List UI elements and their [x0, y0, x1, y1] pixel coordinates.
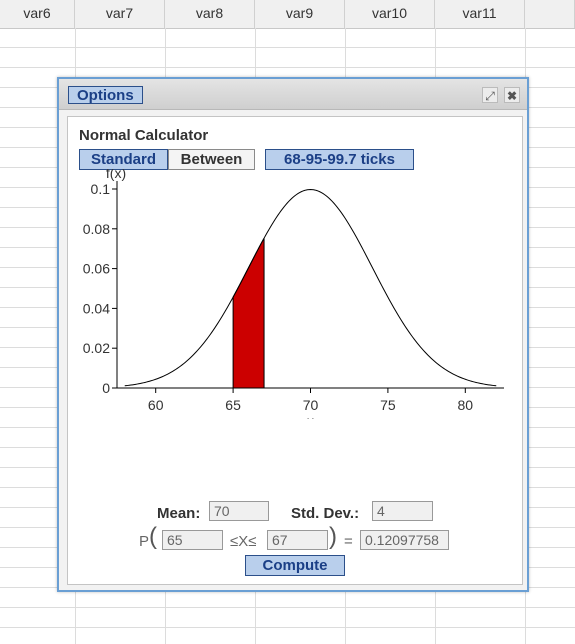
column-header[interactable]: var6: [0, 0, 75, 28]
x-tick-label: 65: [225, 397, 241, 413]
upper-bound-input[interactable]: 67: [267, 530, 328, 550]
row-gridline: [0, 607, 575, 608]
density-curve: [124, 189, 497, 387]
row-gridline: [0, 627, 575, 628]
mean-input[interactable]: 70: [209, 501, 269, 521]
column-header[interactable]: var8: [165, 0, 255, 28]
mean-label: Mean:: [157, 505, 201, 522]
normal-distribution-chart: 60 65 70 75 80 0 0.02 0.04 0.06 0.08 0.1 x f(x): [83, 169, 504, 419]
options-button[interactable]: Options: [68, 86, 143, 104]
equals-label: =: [344, 533, 353, 550]
compute-button[interactable]: Compute: [245, 555, 345, 576]
x-tick-label: 80: [458, 397, 474, 413]
y-axis-label: f(x): [106, 169, 126, 181]
tab-standard[interactable]: Standard: [79, 149, 168, 170]
y-tick-label: 0.04: [83, 300, 110, 316]
column-header[interactable]: var9: [255, 0, 345, 28]
row-gridline: [0, 47, 575, 48]
ticks-68-95-99-7-button[interactable]: 68-95-99.7 ticks: [265, 149, 414, 170]
x-tick-label: 75: [380, 397, 396, 413]
close-paren: ): [329, 523, 337, 550]
column-header-row: var6 var7 var8 var9 var10 var11: [0, 0, 575, 29]
y-tick-label: 0.02: [83, 340, 110, 356]
column-header[interactable]: var10: [345, 0, 435, 28]
calculator-panel: Normal Calculator Standard Between 68-95…: [67, 116, 523, 585]
column-header[interactable]: [525, 0, 575, 28]
y-tick-label: 0.08: [83, 221, 110, 237]
y-tick-label: 0.1: [91, 181, 111, 197]
between-label: ≤X≤: [230, 533, 257, 550]
probability-label: P: [139, 533, 150, 550]
column-header[interactable]: var7: [75, 0, 165, 28]
dialog-titlebar[interactable]: Options ⤢ ✖: [59, 79, 527, 110]
std-dev-input[interactable]: 4: [372, 501, 433, 521]
x-tick-label: 60: [148, 397, 164, 413]
tab-between[interactable]: Between: [168, 149, 255, 170]
expand-icon[interactable]: ⤢: [482, 87, 498, 103]
x-axis-label: x: [307, 413, 314, 419]
open-paren: (: [149, 523, 157, 550]
result-field[interactable]: 0.12097758: [360, 530, 449, 550]
std-dev-label: Std. Dev.:: [291, 505, 360, 522]
y-tick-label: 0.06: [83, 261, 110, 277]
lower-bound-input[interactable]: 65: [162, 530, 223, 550]
y-tick-label: 0: [102, 380, 110, 396]
close-icon[interactable]: ✖: [504, 87, 520, 103]
normal-calculator-dialog: Options ⤢ ✖ Normal Calculator Standard B…: [57, 77, 529, 592]
calculator-title: Normal Calculator: [79, 127, 209, 144]
column-header[interactable]: var11: [435, 0, 525, 28]
shaded-probability-area: [232, 237, 265, 389]
x-tick-label: 70: [303, 397, 319, 413]
row-gridline: [0, 67, 575, 68]
